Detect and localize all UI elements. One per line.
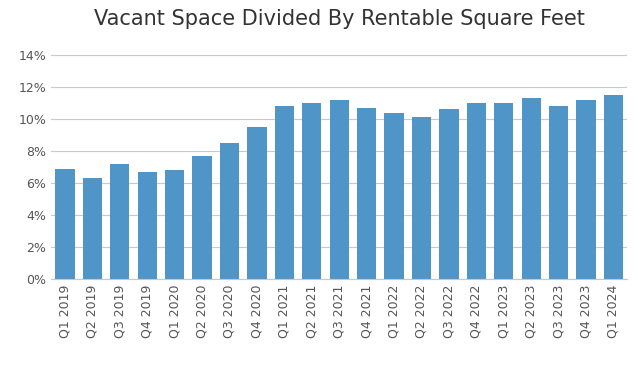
Bar [549,106,568,279]
Bar [110,164,129,279]
Bar [385,113,404,279]
Bar [467,103,486,279]
Bar [439,109,458,279]
Bar [522,98,541,279]
Bar [494,103,513,279]
Bar [55,169,74,279]
Bar [138,172,157,279]
Bar [357,108,376,279]
Bar [165,170,184,279]
Bar [247,127,266,279]
Bar [275,106,294,279]
Title: Vacant Space Divided By Rentable Square Feet: Vacant Space Divided By Rentable Square … [94,9,584,29]
Bar [330,100,349,279]
Bar [604,95,623,279]
Bar [83,178,102,279]
Bar [412,118,431,279]
Bar [577,100,596,279]
Bar [193,156,212,279]
Bar [302,103,321,279]
Bar [220,143,239,279]
